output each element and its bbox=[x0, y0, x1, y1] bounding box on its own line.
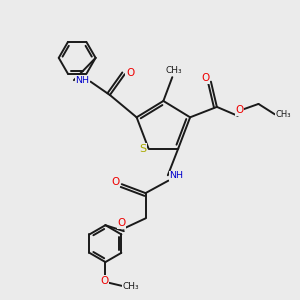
Text: CH₃: CH₃ bbox=[122, 282, 139, 291]
Text: O: O bbox=[235, 106, 243, 116]
Text: CH₃: CH₃ bbox=[166, 66, 182, 75]
Text: CH₃: CH₃ bbox=[275, 110, 291, 119]
Text: O: O bbox=[126, 68, 134, 78]
Text: O: O bbox=[202, 73, 210, 83]
Text: S: S bbox=[140, 143, 147, 154]
Text: NH: NH bbox=[75, 76, 89, 85]
Text: O: O bbox=[101, 276, 109, 286]
Text: NH: NH bbox=[169, 171, 183, 180]
Text: O: O bbox=[111, 177, 119, 187]
Text: O: O bbox=[118, 218, 126, 228]
